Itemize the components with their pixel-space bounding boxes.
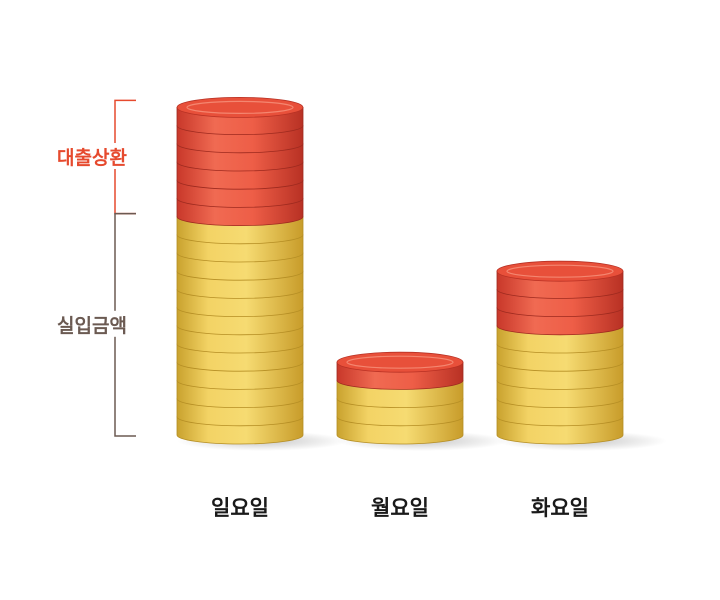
label-gap xyxy=(48,310,136,337)
category-label-sunday: 일요일 xyxy=(211,496,269,520)
coin-stack-월요일 xyxy=(336,351,464,445)
actual-deposit-label: 실입금액 xyxy=(57,315,127,337)
bar-segment-실입금액-월요일 xyxy=(336,380,464,445)
category-label-monday: 월요일 xyxy=(371,496,429,520)
coin-emboss-icon xyxy=(186,100,294,115)
coin-stack-화요일 xyxy=(496,260,624,445)
bar-segment-실입금액-일요일 xyxy=(176,216,304,445)
stack-top-face xyxy=(176,97,304,118)
category-labels: 일요일 월요일 화요일 xyxy=(211,496,589,520)
actual-deposit-bracket: 실입금액 xyxy=(48,212,136,437)
label-gap xyxy=(48,143,136,169)
category-label-tuesday: 화요일 xyxy=(531,496,589,520)
stack-top-face xyxy=(496,260,624,282)
coin-stack-일요일 xyxy=(176,97,304,445)
stack-top-face xyxy=(336,351,464,373)
bar-segment-실입금액-화요일 xyxy=(496,325,624,445)
bar-segment-대출상환-일요일 xyxy=(176,107,304,226)
coin-emboss-icon xyxy=(506,264,614,278)
coin-emboss-icon xyxy=(346,355,454,369)
loan-repayment-label: 대출상환 xyxy=(57,147,127,169)
coin-stacks xyxy=(176,97,624,445)
loan-repayment-bracket: 대출상환 xyxy=(48,99,136,215)
